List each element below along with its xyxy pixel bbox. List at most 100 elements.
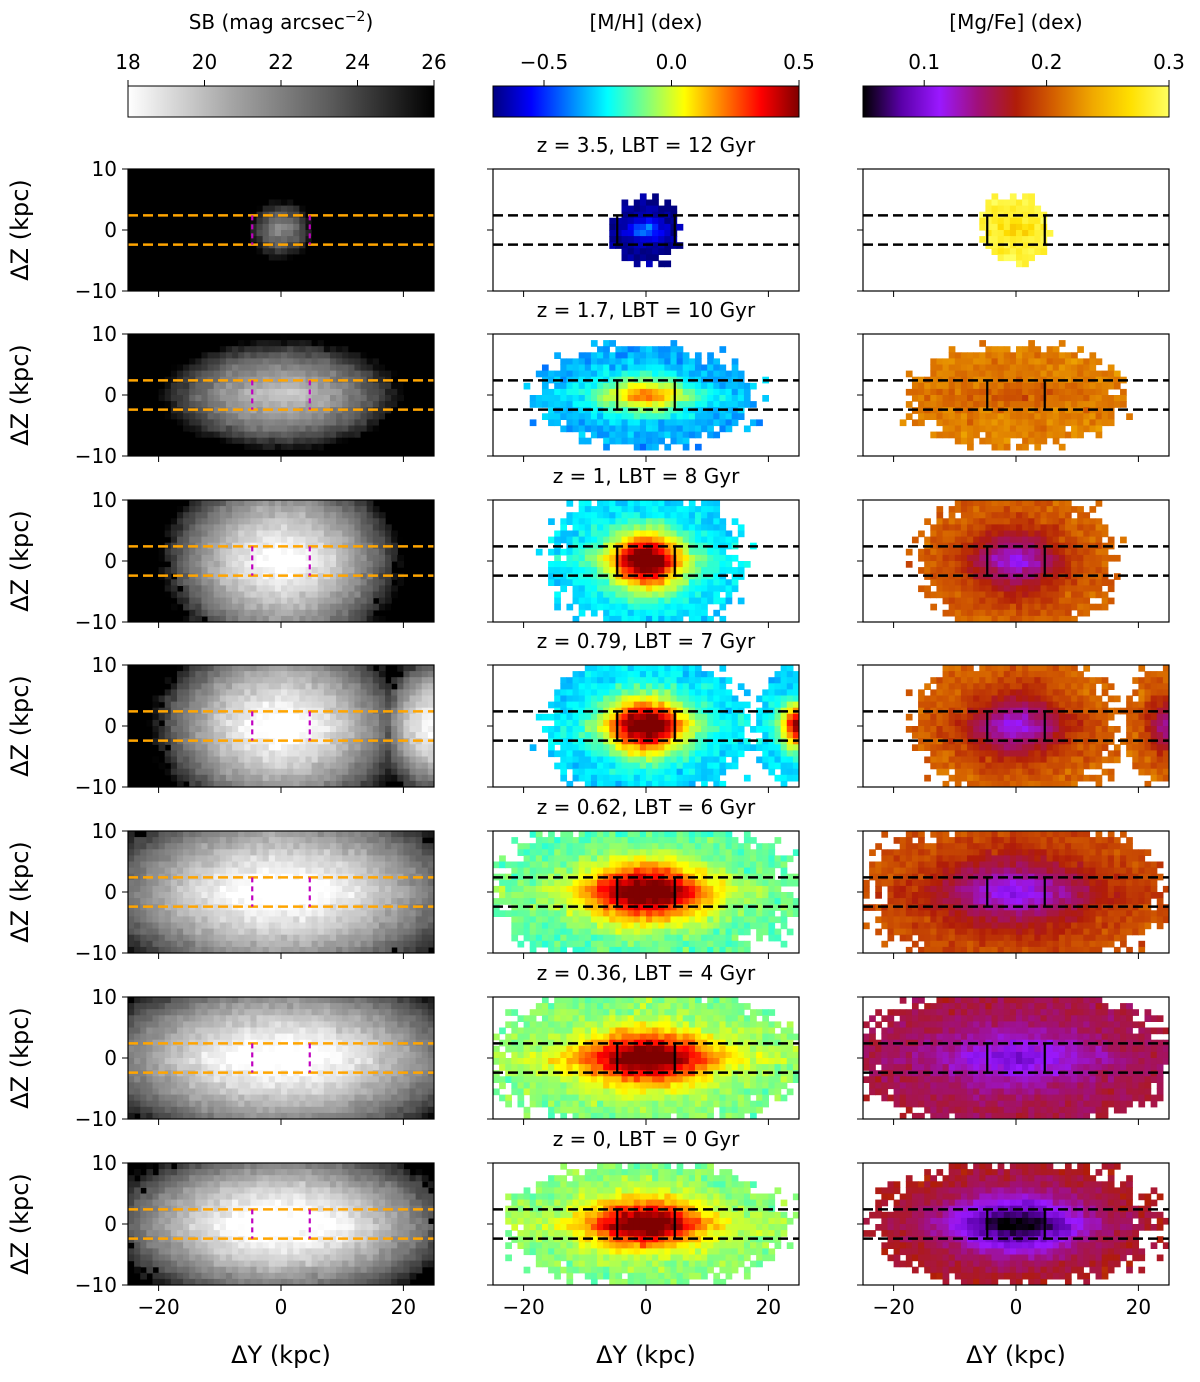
pixel-cell	[566, 370, 574, 378]
pixel-cell	[997, 358, 1005, 366]
pixel-cell	[311, 388, 319, 396]
pixel-cell	[317, 358, 325, 366]
pixel-cell	[427, 677, 434, 684]
pixel-cell	[1095, 413, 1103, 420]
pixel-cell	[991, 548, 999, 556]
pixel-cell	[1016, 431, 1023, 439]
pixel-cell	[256, 413, 264, 420]
pixel-cell	[639, 413, 647, 420]
pixel-cell	[597, 561, 604, 568]
pixel-cell	[652, 597, 659, 605]
pixel-cell	[1064, 352, 1072, 359]
pixel-cell	[348, 548, 356, 556]
pixel-cell	[1034, 205, 1042, 213]
pixel-cell	[737, 382, 745, 390]
pixel-cell	[1046, 567, 1054, 574]
pixel-cell	[621, 346, 629, 353]
pixel-cell	[707, 413, 714, 420]
pixel-cell	[342, 744, 349, 751]
pixel-cell	[244, 401, 251, 408]
pixel-cell	[336, 597, 343, 605]
pixel-cell	[646, 358, 653, 366]
pixel-cell	[409, 407, 417, 414]
pixel-cell	[164, 585, 172, 593]
pixel-cell	[615, 603, 623, 611]
pixel-cell	[676, 388, 684, 396]
pixel-cell	[688, 609, 696, 617]
pixel-cell	[329, 530, 337, 538]
pixel-cell	[213, 554, 221, 562]
pixel-cell	[918, 413, 925, 420]
pixel-cell	[621, 512, 629, 519]
pixel-cell	[256, 370, 264, 378]
pixel-cell	[201, 762, 209, 770]
y-tick-label: 0	[104, 549, 117, 573]
pixel-cell	[317, 548, 325, 556]
pixel-cell	[385, 701, 392, 709]
pixel-cell	[244, 376, 251, 384]
pixel-cell	[1003, 603, 1011, 611]
pixel-cell	[176, 780, 184, 787]
pixel-cell	[979, 542, 986, 550]
pixel-cell	[421, 738, 429, 745]
pixel-cell	[1064, 419, 1072, 427]
pixel-cell	[311, 217, 319, 225]
pixel-cell	[317, 726, 325, 733]
pixel-cell	[954, 506, 962, 513]
pixel-cell	[293, 443, 300, 451]
pixel-cell	[1028, 236, 1035, 243]
pixel-cell	[372, 382, 380, 390]
pixel-cell	[170, 388, 178, 396]
pixel-cell	[1046, 506, 1054, 513]
pixel-cell	[948, 567, 956, 574]
pixel-cell	[201, 346, 209, 353]
pixel-cell	[250, 677, 258, 684]
pixel-cell	[274, 756, 282, 764]
pixel-cell	[152, 407, 160, 414]
pixel-cell	[415, 774, 423, 782]
pixel-cell	[615, 567, 623, 574]
pixel-cell	[329, 738, 337, 745]
pixel-cell	[372, 671, 380, 678]
pixel-cell	[1016, 536, 1023, 544]
pixel-cell	[737, 530, 745, 538]
pixel-cell	[973, 554, 980, 562]
colorbar-label-mh: [M/H] (dex)	[589, 10, 702, 34]
pixel-cell	[232, 431, 239, 439]
pixel-cell	[293, 370, 300, 378]
pixel-cell	[262, 518, 270, 525]
pixel-cell	[694, 548, 702, 556]
pixel-cell	[256, 615, 264, 622]
pixel-cell	[584, 603, 592, 611]
pixel-cell	[250, 260, 258, 268]
pixel-cell	[372, 395, 380, 402]
pixel-cell	[348, 701, 356, 709]
pixel-cell	[342, 677, 349, 684]
pixel-cell	[670, 425, 678, 433]
pixel-cell	[609, 542, 616, 550]
pixel-cell	[293, 413, 300, 420]
pixel-cell	[250, 603, 258, 611]
pixel-cell	[274, 187, 282, 194]
pixel-cell	[615, 382, 623, 390]
pixel-cell	[646, 567, 653, 574]
pixel-cell	[1058, 597, 1066, 605]
pixel-cell	[713, 561, 721, 568]
pixel-cell	[268, 597, 276, 605]
pixel-cell	[1034, 615, 1042, 622]
pixel-cell	[378, 431, 386, 439]
pixel-cell	[403, 370, 411, 378]
pixel-cell	[1028, 561, 1035, 568]
pixel-cell	[372, 732, 380, 739]
pixel-cell	[658, 352, 665, 359]
pixel-cell	[1071, 388, 1078, 396]
pixel-cell	[578, 364, 586, 372]
pixel-cell	[183, 346, 190, 353]
pixel-cell	[997, 512, 1005, 519]
pixel-cell	[164, 591, 172, 599]
pixel-cell	[1095, 585, 1103, 593]
pixel-cell	[372, 437, 380, 445]
pixel-cell	[566, 536, 574, 544]
pixel-cell	[985, 358, 993, 366]
pixel-cell	[633, 512, 641, 519]
